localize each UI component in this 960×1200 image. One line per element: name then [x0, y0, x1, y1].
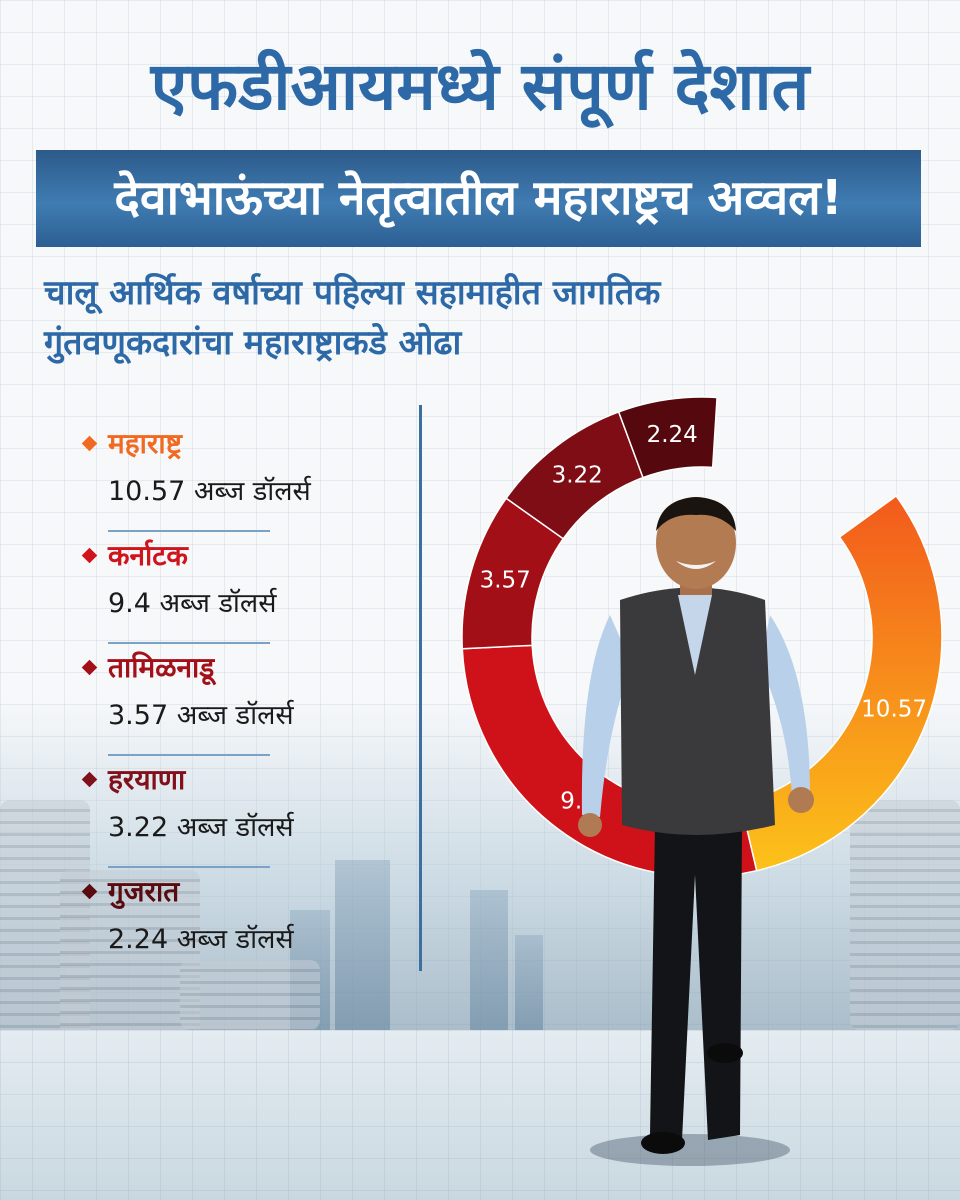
- donut-slice: [739, 494, 943, 872]
- face-shape: [656, 497, 736, 589]
- diamond-bullet-icon: [81, 771, 98, 788]
- shirt-sleeve-right: [760, 615, 810, 797]
- waistcoat-shape: [620, 587, 775, 835]
- shoe-shape: [707, 1043, 743, 1063]
- legend-state-name: तामिळनाडू: [108, 651, 215, 684]
- subtitle-line-2: गुंतवणूकदारांचा महाराष्ट्राकडे ओढा: [44, 323, 462, 363]
- slice-data-label: 2.24: [647, 422, 698, 448]
- shadow-shape: [590, 1134, 790, 1166]
- legend-state-name: कर्नाटक: [108, 539, 188, 572]
- headline-banner: देवाभाऊंच्या नेतृत्वातील महाराष्ट्रच अव्…: [36, 150, 921, 247]
- slice-data-label: 3.22: [552, 462, 603, 488]
- chart-legend: महाराष्ट्र 10.57 अब्ज डॉलर्स कर्नाटक 9.4…: [81, 420, 354, 980]
- vertical-divider: [419, 405, 422, 971]
- floor-grid: [0, 1030, 960, 1200]
- legend-state-value: 10.57 अब्ज डॉलर्स: [108, 476, 311, 507]
- diamond-bullet-icon: [81, 659, 98, 676]
- diamond-bullet-icon: [81, 883, 98, 900]
- hand-shape: [578, 813, 602, 837]
- legend-state-name: महाराष्ट्र: [108, 427, 182, 460]
- trousers-shape: [650, 825, 742, 1140]
- page-title: एफडीआयमध्ये संपूर्ण देशात: [150, 48, 810, 125]
- legend-state-name: हरयाणा: [108, 763, 186, 796]
- subtitle: चालू आर्थिक वर्षाच्या पहिल्या सहामाहीत ज…: [44, 268, 864, 368]
- shirt-sleeve-left: [581, 615, 632, 817]
- person-figure: [578, 497, 814, 1166]
- coin-stack: [850, 800, 960, 1030]
- shirt-collar: [678, 595, 712, 675]
- headline-text: देवाभाऊंच्या नेतृत्वातील महाराष्ट्रच अव्…: [114, 170, 843, 226]
- building-shape: [335, 860, 390, 1030]
- smile-shape: [676, 561, 716, 569]
- legend-item: गुजरात 2.24 अब्ज डॉलर्स: [81, 868, 294, 980]
- coin-stack: [60, 870, 200, 1040]
- building-shape: [515, 935, 543, 1030]
- legend-item: कर्नाटक 9.4 अब्ज डॉलर्स: [81, 532, 276, 644]
- legend-item: तामिळनाडू 3.57 अब्ज डॉलर्स: [81, 644, 294, 756]
- legend-state-value: 2.24 अब्ज डॉलर्स: [108, 924, 294, 955]
- legend-item: महाराष्ट्र 10.57 अब्ज डॉलर्स: [81, 420, 311, 532]
- slice-data-label: 10.57: [861, 697, 927, 723]
- shoe-shape: [641, 1132, 685, 1154]
- building-shape: [470, 890, 508, 1030]
- donut-slice: [617, 396, 718, 479]
- legend-item: हरयाणा 3.22 अब्ज डॉलर्स: [81, 756, 294, 868]
- legend-state-value: 3.57 अब्ज डॉलर्स: [108, 700, 294, 731]
- coin-stack: [180, 960, 320, 1030]
- diamond-bullet-icon: [81, 435, 98, 452]
- legend-state-name: गुजरात: [108, 875, 180, 908]
- legend-state-value: 9.4 अब्ज डॉलर्स: [108, 588, 277, 619]
- hair-shape: [656, 497, 736, 531]
- subtitle-line-1: चालू आर्थिक वर्षाच्या पहिल्या सहामाहीत ज…: [44, 273, 661, 313]
- slice-data-label: 3.57: [480, 568, 531, 594]
- legend-state-value: 3.22 अब्ज डॉलर्स: [108, 812, 294, 843]
- hand-shape: [788, 787, 814, 813]
- diamond-bullet-icon: [81, 547, 98, 564]
